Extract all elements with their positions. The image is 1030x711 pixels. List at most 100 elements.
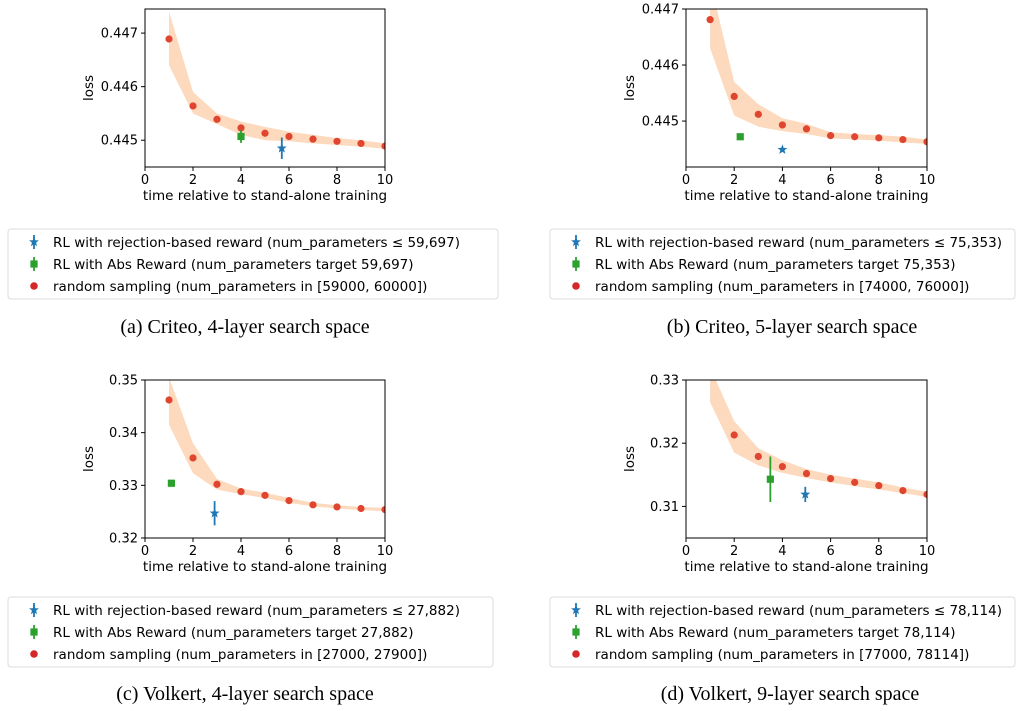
x-tick-label: 4	[237, 544, 245, 559]
random-sampling-point	[923, 138, 927, 146]
random-sampling-point	[802, 125, 811, 133]
y-tick-label: 0.32	[109, 532, 138, 547]
random-sampling-point	[778, 121, 787, 129]
x-tick-label: 8	[333, 544, 341, 559]
x-tick-label: 8	[875, 173, 883, 188]
random-sampling-point	[285, 132, 293, 141]
legend-square-icon	[30, 260, 38, 268]
rl-rejection-point	[800, 489, 811, 499]
random-sampling-point	[875, 134, 883, 142]
legend-circle-icon	[572, 650, 580, 658]
legend-entry: random sampling (num_parameters in [5900…	[53, 279, 427, 295]
random-sampling-point	[875, 481, 883, 490]
legend-circle-icon	[572, 282, 580, 290]
random-sampling-point	[237, 488, 245, 496]
x-tick-label: 6	[285, 544, 293, 559]
random-sampling-point	[730, 92, 738, 101]
random-sampling-point	[165, 396, 173, 404]
random-sampling-point	[333, 503, 341, 511]
x-axis-label: time relative to stand-alone training	[143, 188, 387, 204]
y-tick-label: 0.35	[109, 374, 138, 389]
chart-c: 0 2 4 6 8 10 0.32 0.33 0.34 0.35 time relative to …	[7, 374, 494, 705]
random-sampling-point	[309, 135, 317, 143]
random-sampling-point	[802, 469, 811, 478]
random-sampling-point	[381, 505, 385, 514]
legend-star-icon	[571, 604, 581, 615]
random-sampling-point	[730, 431, 738, 439]
legend-entry: RL with Abs Reward (num_parameters targe…	[53, 625, 414, 641]
random-sampling-point	[213, 480, 221, 488]
legend-entry: RL with rejection-based reward (num_para…	[53, 603, 460, 619]
plot-frame	[685, 8, 928, 168]
random-sampling-point	[333, 137, 341, 145]
plot-area-d	[710, 380, 927, 502]
legend: RL with rejection-based reward (num_para…	[7, 596, 494, 668]
rl-abs-point	[766, 475, 774, 483]
x-tick-label: 6	[285, 173, 293, 188]
plot-frame	[144, 8, 386, 168]
x-tick-label: 0	[141, 173, 149, 188]
plot-frame	[144, 379, 386, 539]
y-axis-label: loss	[622, 446, 638, 472]
random-sampling-point	[706, 16, 714, 24]
x-tick-label: 2	[189, 544, 197, 559]
chart-d: 0 2 4 6 8 10 0.31 0.32 0.33 time relative to stan…	[549, 374, 1016, 705]
legend: RL with rejection-based reward (num_para…	[549, 596, 1016, 668]
legend-entry: RL with rejection-based reward (num_para…	[595, 603, 1002, 619]
random-sampling-point	[309, 501, 317, 509]
confidence-band	[710, 380, 927, 497]
chart-a: 0 2 4 6 8 10 0.445 0.446 0.447 time relative to s…	[7, 8, 499, 338]
x-tick-label: 0	[682, 544, 690, 559]
y-tick-label: 0.446	[101, 80, 138, 95]
subfigure-caption: (b) Criteo, 5-layer search space	[667, 316, 918, 338]
legend-entry: random sampling (num_parameters in [7400…	[595, 279, 969, 295]
legend-entry: RL with rejection-based reward (num_para…	[595, 235, 1002, 251]
random-sampling-point	[851, 478, 859, 486]
x-tick-label: 2	[189, 173, 197, 188]
random-sampling-point	[261, 129, 269, 137]
legend-star-icon	[29, 604, 39, 615]
random-sampling-point	[754, 110, 762, 118]
x-tick-label: 0	[682, 173, 690, 188]
random-sampling-point	[827, 474, 835, 483]
rl-abs-point	[736, 133, 744, 141]
random-sampling-point	[213, 115, 221, 123]
random-sampling-point	[189, 102, 197, 110]
legend-box	[7, 596, 494, 668]
legend-entry: RL with Abs Reward (num_parameters targe…	[595, 625, 956, 641]
y-tick-label: 0.33	[109, 479, 138, 494]
x-tick-label: 10	[377, 173, 394, 188]
rl-rejection-point	[777, 144, 788, 154]
x-tick-label: 10	[919, 544, 936, 559]
y-tick-label: 0.32	[650, 437, 679, 452]
rl-abs-point	[167, 479, 175, 487]
legend-star-icon	[29, 236, 39, 247]
y-tick-label: 0.31	[650, 500, 679, 515]
x-axis-label: time relative to stand-alone training	[684, 559, 928, 575]
legend-entry: RL with rejection-based reward (num_para…	[53, 235, 460, 251]
subfigure-caption: (a) Criteo, 4-layer search space	[120, 316, 369, 338]
x-axis-label: time relative to stand-alone training	[684, 188, 928, 204]
legend-star-icon	[571, 236, 581, 247]
rl-abs-point	[237, 132, 245, 141]
plot-frame	[685, 379, 928, 539]
y-tick-label: 0.33	[650, 374, 679, 389]
legend: RL with rejection-based reward (num_para…	[7, 228, 499, 300]
plot-area-c	[165, 380, 385, 526]
random-sampling-point	[899, 135, 907, 144]
random-sampling-point	[285, 497, 293, 505]
random-sampling-point	[165, 35, 173, 43]
legend-entry: random sampling (num_parameters in [2700…	[53, 647, 427, 663]
legend-square-icon	[30, 628, 38, 636]
legend: RL with rejection-based reward (num_para…	[549, 228, 1016, 300]
random-sampling-point	[778, 462, 787, 471]
x-tick-label: 6	[826, 544, 834, 559]
plot-area-a	[165, 11, 385, 159]
random-sampling-point	[827, 132, 835, 140]
x-tick-label: 2	[730, 173, 738, 188]
x-tick-label: 4	[778, 544, 786, 559]
legend-circle-icon	[30, 650, 38, 658]
x-tick-label: 2	[730, 544, 738, 559]
legend-square-icon	[572, 260, 580, 268]
